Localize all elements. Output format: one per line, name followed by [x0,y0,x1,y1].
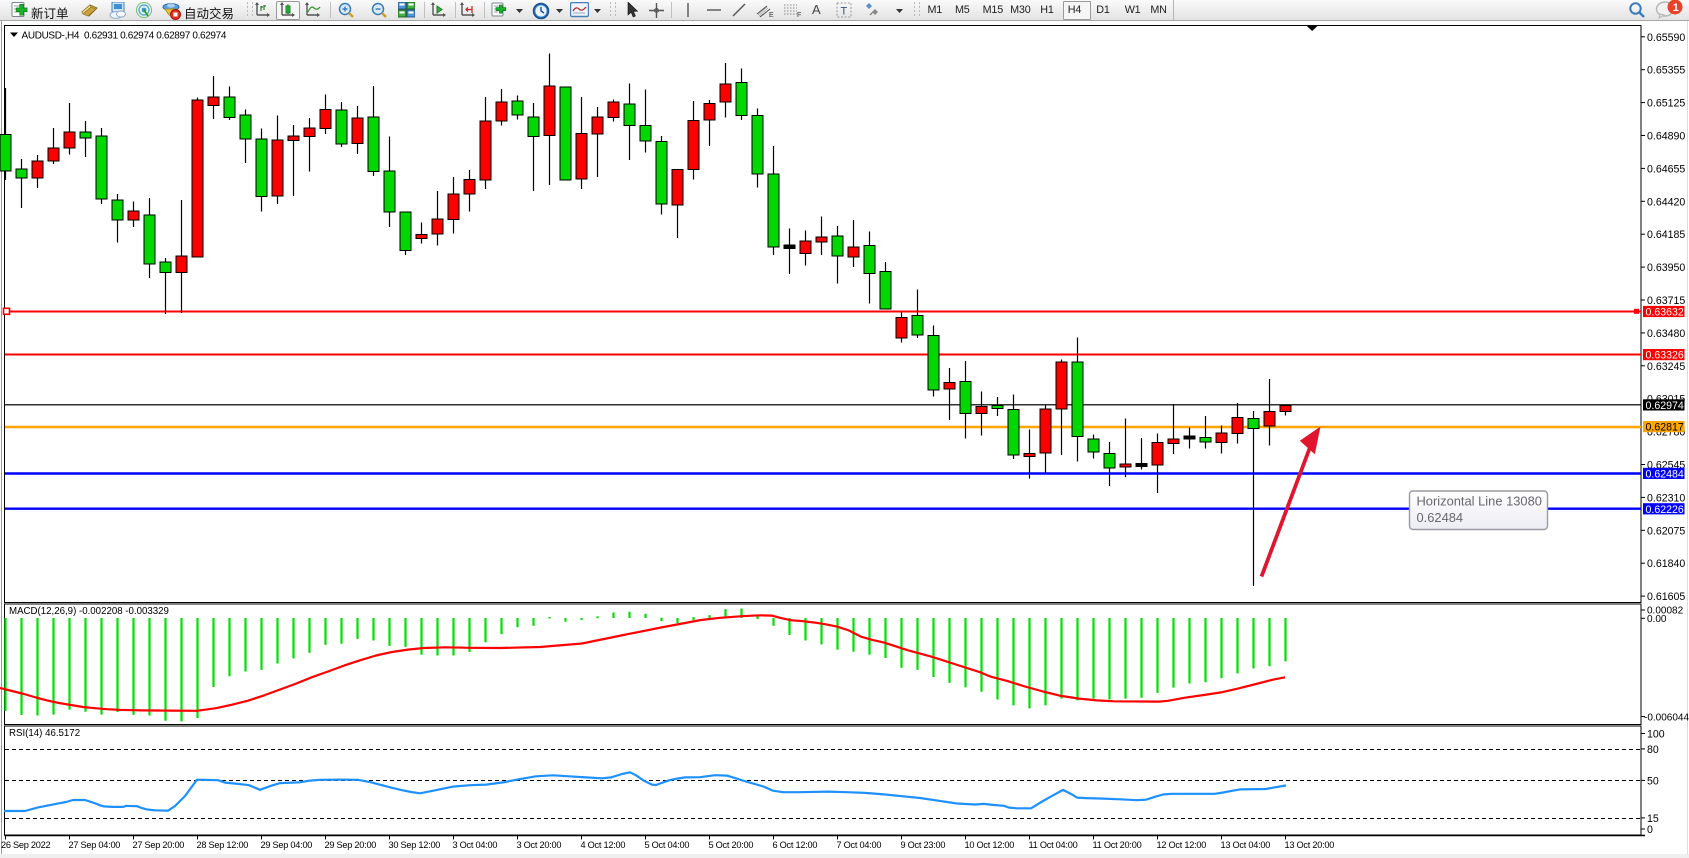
svg-text:30 Sep 12:00: 30 Sep 12:00 [389,840,441,850]
svg-text:0.63950: 0.63950 [1647,262,1685,274]
svg-text:10 Oct 12:00: 10 Oct 12:00 [965,840,1015,850]
svg-text:0.61840: 0.61840 [1647,558,1685,570]
svg-text:0.64185: 0.64185 [1647,229,1685,241]
svg-text:0.62817: 0.62817 [1646,422,1684,434]
svg-text:-0.006044: -0.006044 [1644,712,1689,723]
svg-text:80: 80 [1647,744,1659,756]
svg-text:4 Oct 12:00: 4 Oct 12:00 [581,840,626,850]
svg-text:13 Oct 04:00: 13 Oct 04:00 [1221,840,1271,850]
svg-text:RSI(14) 46.5172: RSI(14) 46.5172 [9,728,80,739]
svg-text:6 Oct 12:00: 6 Oct 12:00 [773,840,818,850]
svg-text:0.64420: 0.64420 [1647,196,1685,208]
svg-text:50: 50 [1647,775,1659,787]
svg-text:26 Sep 2022: 26 Sep 2022 [1,840,51,850]
svg-text:E: E [769,12,774,19]
svg-text:12 Oct 12:00: 12 Oct 12:00 [1157,840,1207,850]
svg-text:15: 15 [1647,813,1659,825]
svg-text:0.63715: 0.63715 [1647,295,1685,307]
svg-text:28 Sep 12:00: 28 Sep 12:00 [197,840,249,850]
svg-text:29 Sep 04:00: 29 Sep 04:00 [261,840,313,850]
svg-text:0.62075: 0.62075 [1647,525,1685,537]
svg-text:3 Oct 04:00: 3 Oct 04:00 [453,840,498,850]
svg-text:0.63480: 0.63480 [1647,328,1685,340]
svg-text:MACD(12,26,9) -0.002208 -0.003: MACD(12,26,9) -0.002208 -0.003329 [9,606,169,617]
svg-text:0.65590: 0.65590 [1647,32,1685,44]
svg-text:0.63326: 0.63326 [1646,350,1684,362]
svg-text:AUDUSD-,H4 0.62931 0.62974 0.: AUDUSD-,H4 0.62931 0.62974 0.62897 0.629… [22,31,227,42]
svg-text:7 Oct 04:00: 7 Oct 04:00 [837,840,882,850]
svg-text:0.62226: 0.62226 [1646,504,1684,516]
svg-text:0.65355: 0.65355 [1647,65,1685,77]
svg-text:0.62310: 0.62310 [1647,492,1685,504]
svg-text:3 Oct 20:00: 3 Oct 20:00 [517,840,562,850]
svg-text:0.61605: 0.61605 [1647,591,1685,603]
svg-text:27 Sep 04:00: 27 Sep 04:00 [69,840,121,850]
svg-text:0.64890: 0.64890 [1647,131,1685,143]
svg-text:0.63632: 0.63632 [1646,307,1684,319]
svg-text:11 Oct 20:00: 11 Oct 20:00 [1093,840,1142,850]
svg-text:T: T [841,6,848,18]
svg-text:13 Oct 20:00: 13 Oct 20:00 [1285,840,1335,850]
svg-text:5 Oct 20:00: 5 Oct 20:00 [709,840,754,850]
svg-text:0.63245: 0.63245 [1647,361,1685,373]
svg-text:0.62974: 0.62974 [1646,400,1684,412]
svg-text:9 Oct 23:00: 9 Oct 23:00 [901,840,946,850]
svg-text:0: 0 [1647,824,1653,836]
svg-text:0.65125: 0.65125 [1647,98,1685,110]
svg-text:5 Oct 04:00: 5 Oct 04:00 [645,840,690,850]
svg-text:F: F [797,12,801,19]
svg-text:0.00082: 0.00082 [1647,605,1684,616]
svg-text:11 Oct 04:00: 11 Oct 04:00 [1029,840,1078,850]
svg-text:Horizontal Line 13080: Horizontal Line 13080 [1417,494,1542,509]
svg-text:0.64655: 0.64655 [1647,163,1685,175]
svg-text:1: 1 [1673,2,1679,14]
svg-text:0.00: 0.00 [1647,614,1667,625]
svg-text:29 Sep 20:00: 29 Sep 20:00 [325,840,377,850]
svg-text:0.62484: 0.62484 [1646,468,1684,480]
svg-text:27 Sep 20:00: 27 Sep 20:00 [133,840,185,850]
svg-text:100: 100 [1647,729,1665,741]
svg-text:0.62484: 0.62484 [1417,510,1464,525]
